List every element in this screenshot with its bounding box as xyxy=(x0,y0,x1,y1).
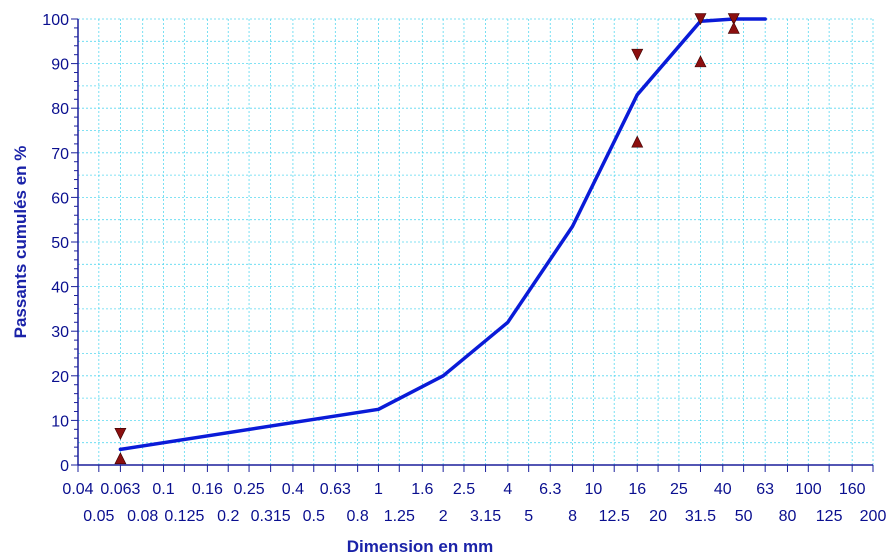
x-tick-label: 3.15 xyxy=(470,508,501,525)
x-tick-label: 63 xyxy=(756,481,774,498)
y-tick-label: 50 xyxy=(51,235,69,252)
series-layer xyxy=(118,17,767,452)
lower-limit-marker xyxy=(694,55,707,68)
y-tick-label: 20 xyxy=(51,369,69,386)
grid-layer xyxy=(77,18,874,465)
y-tick-label: 100 xyxy=(42,12,69,29)
lower-limit-marker xyxy=(727,21,740,34)
upper-limit-marker xyxy=(631,48,644,61)
x-tick-label: 0.4 xyxy=(282,481,304,498)
x-tick-label: 2 xyxy=(439,508,448,525)
y-tick-label: 70 xyxy=(51,146,69,163)
x-tick-label: 2.5 xyxy=(453,481,475,498)
y-axis-title: Passants cumulés en % xyxy=(11,146,30,339)
x-tick-label: 160 xyxy=(839,481,866,498)
x-tick-label: 0.8 xyxy=(346,508,368,525)
x-tick-label: 0.315 xyxy=(251,508,291,525)
lower-limit-marker xyxy=(631,135,644,148)
lower-limit-marker xyxy=(114,452,127,465)
x-tick-label: 10 xyxy=(584,481,602,498)
x-tick-label: 4 xyxy=(503,481,512,498)
x-tick-label: 12.5 xyxy=(599,508,630,525)
x-tick-label: 125 xyxy=(816,508,843,525)
x-tick-label: 80 xyxy=(779,508,797,525)
upper-limit-marker xyxy=(694,13,707,26)
upper-limit-marker xyxy=(114,427,127,440)
marker-layer xyxy=(114,13,740,465)
y-tick-label: 60 xyxy=(51,190,69,207)
x-tick-label: 16 xyxy=(628,481,646,498)
x-tick-label: 0.5 xyxy=(303,508,325,525)
x-axis-title: Dimension en mm xyxy=(347,537,493,554)
x-tick-label: 0.08 xyxy=(127,508,158,525)
x-tick-label: 0.125 xyxy=(164,508,204,525)
ticks-layer: 01020304050607080901000.040.050.0630.080… xyxy=(42,12,886,525)
y-tick-label: 0 xyxy=(60,458,69,475)
x-tick-label: 0.04 xyxy=(62,481,93,498)
x-tick-label: 0.063 xyxy=(100,481,140,498)
x-tick-label: 200 xyxy=(860,508,887,525)
x-tick-label: 0.16 xyxy=(192,481,223,498)
x-tick-label: 100 xyxy=(795,481,822,498)
y-tick-label: 80 xyxy=(51,101,69,118)
x-tick-label: 0.2 xyxy=(217,508,239,525)
y-tick-label: 30 xyxy=(51,324,69,341)
x-tick-label: 0.1 xyxy=(152,481,174,498)
upper-limit-marker xyxy=(727,13,740,26)
x-tick-label: 40 xyxy=(714,481,732,498)
x-tick-label: 6.3 xyxy=(539,481,561,498)
y-tick-label: 10 xyxy=(51,413,69,430)
x-tick-label: 5 xyxy=(524,508,533,525)
passing-curve xyxy=(118,17,767,452)
x-tick-label: 0.25 xyxy=(233,481,264,498)
x-tick-label: 20 xyxy=(649,508,667,525)
y-tick-label: 40 xyxy=(51,280,69,297)
x-tick-label: 1.25 xyxy=(384,508,415,525)
x-tick-label: 0.63 xyxy=(320,481,351,498)
x-tick-label: 8 xyxy=(568,508,577,525)
x-tick-label: 31.5 xyxy=(685,508,716,525)
x-tick-label: 1.6 xyxy=(411,481,433,498)
x-tick-label: 0.05 xyxy=(83,508,114,525)
x-tick-label: 25 xyxy=(670,481,688,498)
x-tick-label: 50 xyxy=(735,508,753,525)
y-tick-label: 90 xyxy=(51,57,69,74)
x-tick-label: 1 xyxy=(374,481,383,498)
